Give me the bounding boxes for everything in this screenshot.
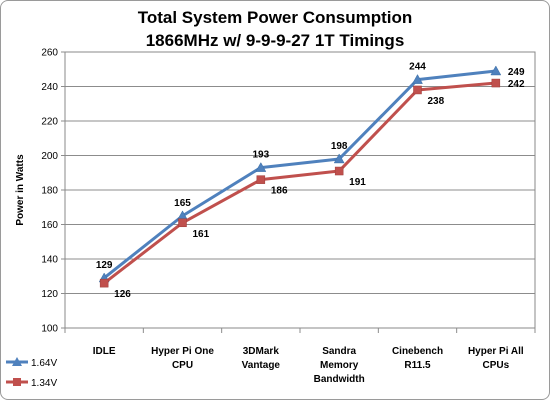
x-category-label-line: R11.5 [404, 360, 431, 371]
x-category-label: Hyper Pi One CPU [151, 346, 214, 371]
y-tick-label: 160 [41, 220, 58, 231]
y-tick-label: 180 [41, 186, 58, 197]
data-label: 126 [114, 289, 131, 300]
x-category-label: Hyper Pi All CPUs [468, 346, 524, 371]
x-category-label: 3DMark Vantage [242, 346, 281, 371]
x-category-label-line: Sandra [322, 346, 356, 357]
data-label: 198 [331, 141, 348, 152]
data-point-square [413, 85, 422, 95]
x-category-label-line: Memory [320, 360, 359, 371]
data-label: 191 [349, 177, 366, 188]
y-tick-label: 200 [41, 151, 58, 162]
x-category-label-line: Hyper Pi One [151, 346, 214, 357]
data-point-square [334, 166, 344, 176]
data-point-square [491, 78, 501, 88]
legend-label: 1.34V [31, 378, 57, 389]
data-point-triangle [255, 162, 267, 172]
data-point-square [178, 218, 187, 228]
data-label: 242 [508, 79, 525, 90]
x-category-label: Cinebench R11.5 [392, 346, 443, 371]
data-point-triangle [333, 153, 345, 164]
x-category-label-line: CPUs [482, 360, 509, 371]
data-point-square [99, 278, 109, 288]
chart-title-line-1: Total System Power Consumption [137, 8, 413, 27]
y-tick-label: 100 [41, 324, 58, 335]
x-category-label: Sandra Memory Bandwidth [314, 346, 365, 385]
chart-title: Total System Power Consumption 1866MHz w… [0, 6, 550, 52]
data-point-square [256, 175, 266, 184]
y-tick-label: 240 [41, 82, 58, 93]
y-tick-label: 120 [41, 289, 58, 300]
x-category-label-line: 3DMark [243, 346, 280, 357]
x-category-label-line: Bandwidth [314, 374, 365, 385]
legend-label: 1.64V [31, 358, 57, 369]
y-axis-label: Power in Watts [15, 154, 26, 226]
data-label: 244 [409, 62, 426, 73]
legend-marker-triangle [12, 357, 22, 366]
x-category-label-line: IDLE [93, 346, 116, 357]
x-category-label-line: Cinebench [392, 346, 443, 357]
series-line-1.34V [103, 81, 496, 285]
x-category-label-line: Vantage [242, 360, 281, 371]
chart-title-line-2: 1866MHz w/ 9-9-9-27 1T Timings [145, 31, 405, 50]
x-category-label-line: CPU [172, 360, 193, 371]
data-label: 249 [508, 67, 525, 78]
data-label: 161 [193, 229, 210, 240]
data-point-triangle [490, 65, 502, 76]
x-category-label: IDLE [93, 346, 116, 357]
data-label: 186 [271, 186, 288, 197]
series-line-1.64V [103, 69, 496, 280]
data-point-triangle [412, 74, 423, 84]
legend-marker-square [13, 378, 21, 386]
y-tick-label: 140 [41, 255, 58, 266]
x-category-label-line: Hyper Pi All [468, 346, 524, 357]
y-tick-label: 260 [41, 48, 58, 59]
data-label: 165 [174, 198, 191, 209]
data-label: 193 [252, 150, 269, 161]
y-tick-label: 220 [41, 117, 58, 128]
data-label: 238 [428, 96, 445, 107]
data-label: 129 [96, 260, 113, 271]
